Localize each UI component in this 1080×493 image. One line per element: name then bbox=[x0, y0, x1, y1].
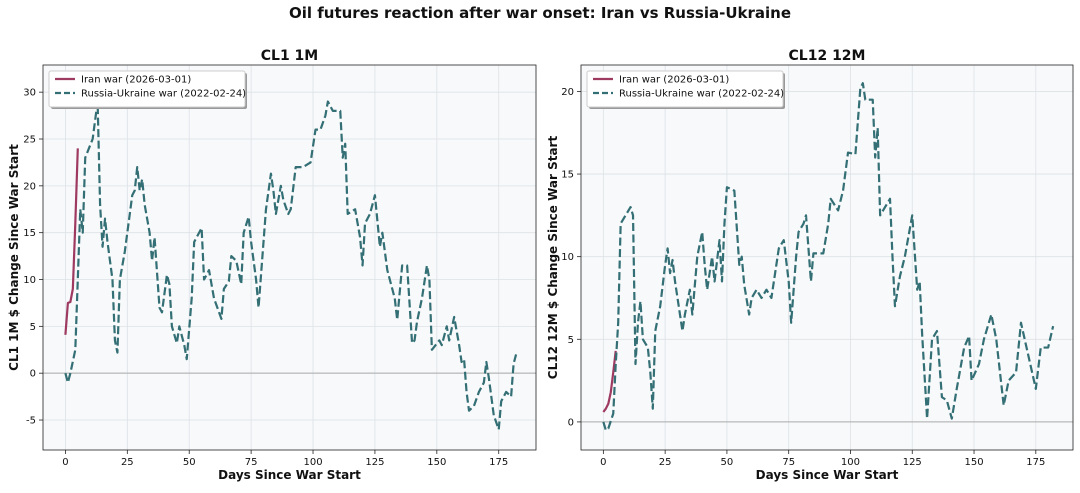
y-tick-label: 15 bbox=[23, 228, 36, 239]
legend-box bbox=[586, 70, 784, 108]
y-tick-label: 0 bbox=[30, 369, 36, 380]
plot-area bbox=[43, 65, 536, 450]
y-tick-label: 25 bbox=[23, 135, 36, 146]
y-axis-label: CL12 12M $ Change Since War Start bbox=[546, 136, 560, 380]
x-tick-label: 100 bbox=[841, 457, 860, 468]
x-axis-label: Days Since War Start bbox=[218, 468, 361, 482]
legend: Iran war (2026-03-01) Russia-Ukraine war … bbox=[586, 70, 785, 109]
series-line bbox=[602, 350, 617, 413]
x-tick-label: 75 bbox=[782, 457, 795, 468]
series-line bbox=[64, 100, 518, 431]
x-tick-label: 50 bbox=[183, 457, 196, 468]
x-tick-label: 75 bbox=[245, 457, 258, 468]
y-tick-label: 0 bbox=[568, 417, 574, 428]
y-tick-label: 10 bbox=[23, 275, 36, 286]
y-axis-label: CL1 1M $ Change Since War Start bbox=[7, 144, 21, 371]
legend-box bbox=[48, 70, 246, 108]
x-axis-label: Days Since War Start bbox=[756, 468, 899, 482]
x-tick-label: 25 bbox=[659, 457, 672, 468]
y-tick-label: 30 bbox=[23, 88, 36, 99]
x-tick-label: 125 bbox=[903, 457, 922, 468]
x-tick-label: 50 bbox=[721, 457, 734, 468]
y-tick-label: 20 bbox=[23, 181, 36, 192]
x-tick-label: 175 bbox=[1026, 457, 1045, 468]
x-tick-label: 175 bbox=[489, 457, 508, 468]
series-group bbox=[64, 100, 518, 431]
y-tick-label: 10 bbox=[561, 252, 574, 263]
x-tick-label: 125 bbox=[365, 457, 384, 468]
y-tick-label: 5 bbox=[568, 335, 574, 346]
y-tick-label: 20 bbox=[561, 87, 574, 98]
plot-frame bbox=[580, 64, 1074, 451]
series-group bbox=[602, 82, 1055, 432]
subplot-title: CL1 1M bbox=[261, 48, 318, 64]
x-tick-label: 150 bbox=[964, 457, 983, 468]
series-line bbox=[602, 82, 1055, 432]
plot-frame bbox=[42, 64, 537, 451]
subplot: 0 25 50 75 100 125 150 175 0 5 10 15 20 CL12 12M Days … bbox=[546, 48, 1074, 482]
y-tick-label: 15 bbox=[561, 170, 574, 181]
x-tick-label: 150 bbox=[427, 457, 446, 468]
subplot-title: CL12 12M bbox=[789, 48, 866, 64]
legend: Iran war (2026-03-01) Russia-Ukraine war … bbox=[48, 70, 247, 109]
x-tick-label: 0 bbox=[600, 457, 606, 468]
legend-label: Iran war (2026-03-01) bbox=[81, 75, 191, 86]
series-line bbox=[64, 148, 79, 335]
subplot: 0 25 50 75 100 125 150 175 -5 0 5 10 15 20 25 30 CL1 1M D… bbox=[7, 48, 537, 482]
x-tick-label: 100 bbox=[303, 457, 322, 468]
x-tick-label: 0 bbox=[62, 457, 68, 468]
x-tick-label: 25 bbox=[121, 457, 134, 468]
y-tick-label: 5 bbox=[30, 322, 36, 333]
figure-title: Oil futures reaction after war onset: Ir… bbox=[289, 4, 791, 22]
legend-label: Iran war (2026-03-01) bbox=[619, 75, 729, 86]
y-tick-label: -5 bbox=[26, 416, 36, 427]
plot-area bbox=[581, 65, 1073, 450]
legend-label: Russia-Ukraine war (2022-02-24) bbox=[81, 89, 246, 100]
legend-label: Russia-Ukraine war (2022-02-24) bbox=[619, 89, 784, 100]
